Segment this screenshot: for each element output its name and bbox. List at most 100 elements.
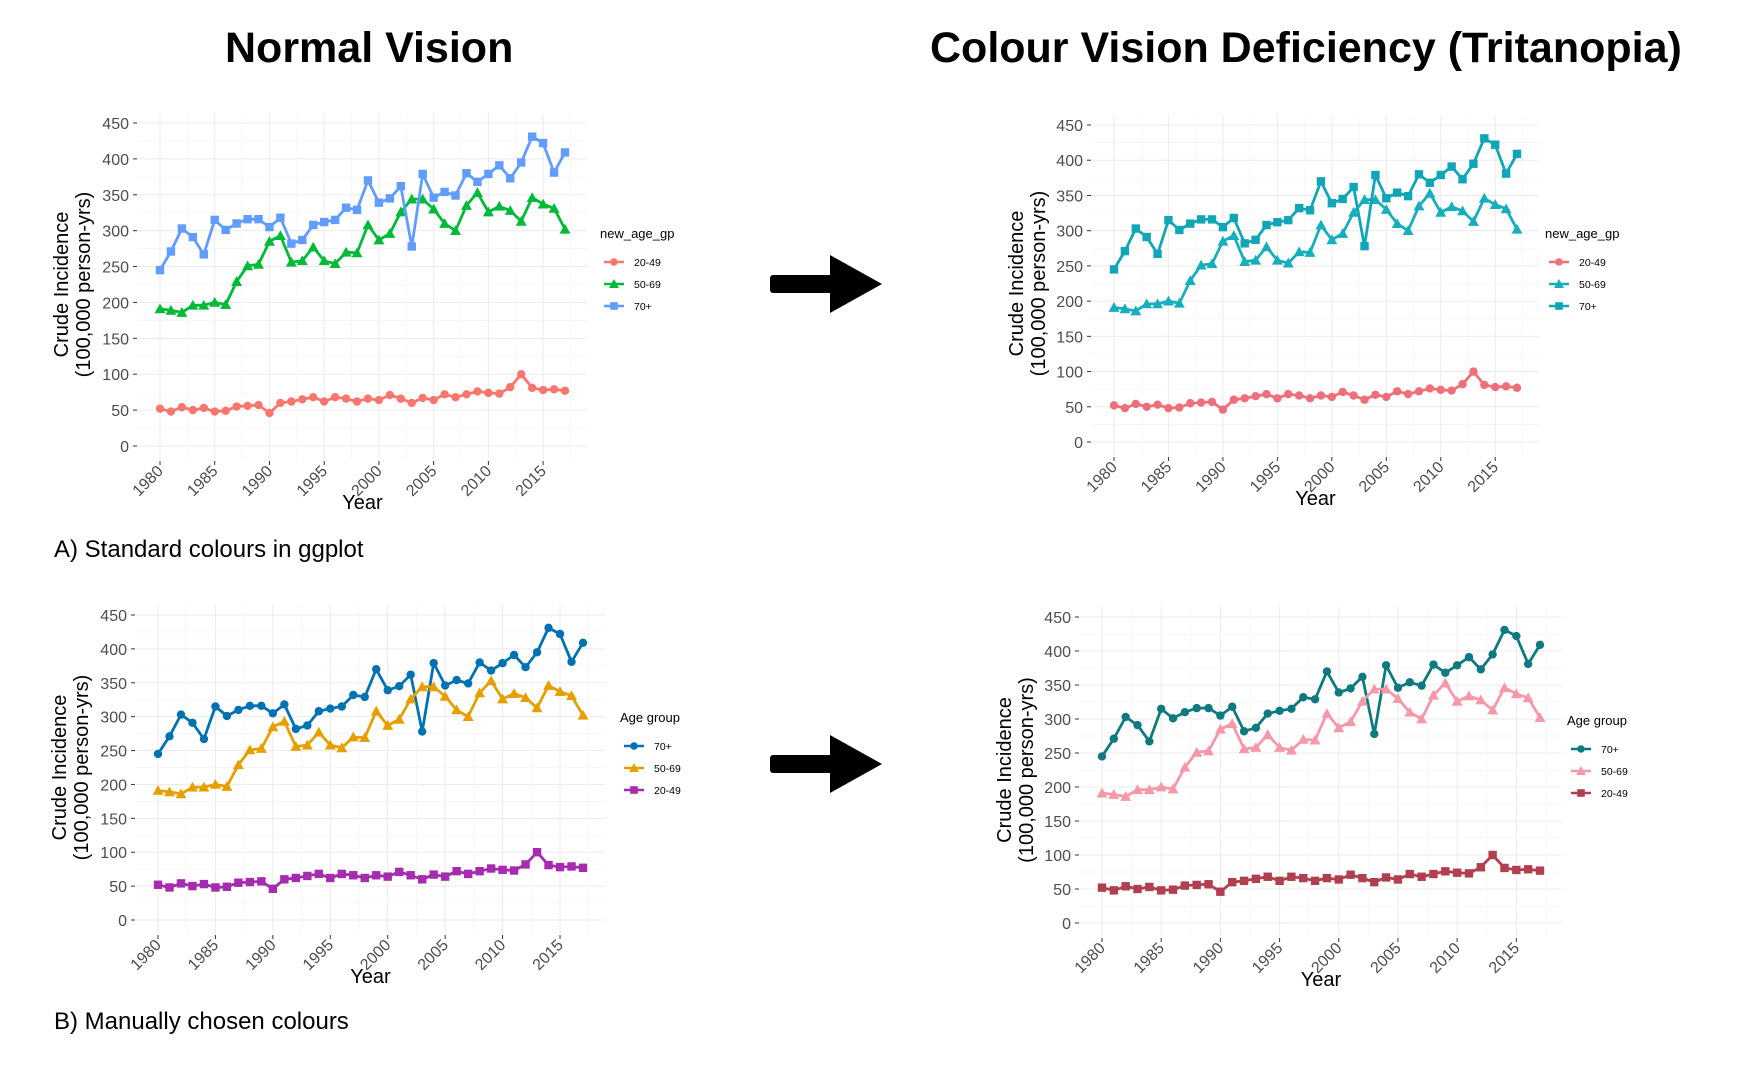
data-point	[1275, 706, 1284, 716]
data-point	[1381, 873, 1391, 882]
data-point	[485, 675, 497, 686]
data-point	[1204, 880, 1213, 889]
x-tick-label: 2015	[1486, 940, 1523, 977]
y-axis-title: Crude Incidence(100,000 person-yrs)	[1006, 191, 1050, 377]
data-point	[384, 228, 396, 238]
data-point	[374, 198, 384, 207]
legend-key-marker	[1555, 258, 1563, 266]
data-point	[385, 194, 395, 203]
data-point	[209, 296, 221, 307]
data-point	[153, 880, 163, 889]
data-point	[1499, 682, 1510, 693]
legend-label: 50-69	[654, 763, 681, 775]
data-point	[301, 739, 313, 750]
data-point	[543, 680, 555, 690]
legend: new_age_gp 20-49 50-69 70+	[600, 226, 674, 313]
data-point	[298, 395, 307, 404]
y-axis-title: Crude Incidence(100,000 person-yrs)	[994, 677, 1038, 863]
data-point	[559, 223, 571, 234]
data-point	[1156, 886, 1166, 895]
data-point	[1402, 225, 1414, 236]
data-point	[560, 386, 570, 395]
data-point	[1294, 203, 1304, 213]
data-point	[313, 726, 325, 737]
series-line	[1101, 853, 1541, 894]
data-point	[1392, 188, 1402, 197]
data-point	[234, 705, 243, 715]
data-point	[1368, 683, 1380, 694]
data-point	[515, 215, 527, 226]
data-point	[1337, 228, 1349, 238]
data-point	[1310, 876, 1320, 886]
y-axis-title: Crude Incidence(100,000 person-yrs)	[51, 192, 95, 378]
heading-normal-vision: Normal Vision	[225, 24, 514, 72]
data-point	[166, 407, 176, 416]
data-point	[1131, 399, 1140, 409]
data-point	[1371, 390, 1380, 400]
chart-b-normal: 0 50 100 150 200 250 300 350 400 450 1980 1985 1990 1…	[49, 605, 681, 988]
data-point	[393, 713, 405, 724]
data-point	[1380, 204, 1392, 214]
y-tick-label: 400	[1056, 153, 1083, 170]
data-point	[188, 881, 197, 891]
x-tick-label: 1990	[243, 937, 280, 974]
data-point	[1168, 885, 1178, 894]
data-point	[1488, 650, 1497, 659]
y-axis-title: Crude Incidence(100,000 person-yrs)	[49, 675, 93, 861]
data-point	[1155, 781, 1167, 792]
series-50-69	[152, 675, 589, 799]
data-point	[1489, 199, 1501, 209]
data-point	[1216, 887, 1225, 896]
chart-a-normal: 0 50 100 150 200 250 300 350 400 450 1980 1985 1990 1…	[51, 113, 674, 514]
series-70+	[1109, 134, 1522, 274]
series-line	[156, 626, 585, 755]
data-point	[1405, 869, 1414, 879]
data-point	[1512, 383, 1522, 392]
data-point	[1251, 874, 1261, 883]
data-point	[1458, 380, 1467, 389]
x-axis-title: Year	[1301, 969, 1342, 991]
data-point	[567, 862, 576, 871]
legend-title: new_age_gp	[1545, 226, 1619, 241]
data-point	[326, 873, 335, 883]
data-point	[1425, 178, 1435, 187]
data-point	[188, 718, 197, 727]
data-point	[429, 658, 438, 668]
data-point	[428, 203, 440, 214]
chart-a-tritanopia: 0 50 100 150 200 250 300 350 400 450 1980 1985 1990 1…	[1006, 115, 1619, 510]
data-point	[517, 370, 526, 379]
data-point	[1371, 170, 1380, 180]
data-point	[395, 867, 404, 877]
x-tick-label: 1980	[1084, 459, 1121, 496]
data-point	[1271, 254, 1283, 265]
data-point	[373, 234, 385, 245]
right-arrow-icon	[770, 735, 882, 793]
data-point	[1133, 884, 1142, 894]
y-axis-title-line: Crude Incidence	[49, 695, 71, 841]
data-point	[538, 385, 548, 395]
data-point	[1348, 206, 1360, 217]
y-tick-label: 350	[1056, 188, 1083, 205]
data-point	[257, 701, 266, 711]
x-tick-label: 1995	[1247, 459, 1284, 496]
data-point	[1382, 392, 1391, 402]
data-point	[314, 869, 324, 879]
legend-key-marker	[630, 786, 638, 794]
x-tick-label: 2010	[1427, 940, 1464, 977]
data-point	[1273, 394, 1282, 403]
y-axis-title-line: Crude Incidence	[51, 212, 73, 358]
y-tick-label: 350	[100, 676, 127, 693]
data-point	[1349, 182, 1358, 192]
chart-b-tritanopia: 0 50 100 150 200 250 300 350 400 450 1980 1985 1990 1…	[994, 607, 1628, 991]
x-tick-label: 2015	[1465, 459, 1502, 496]
data-point	[1441, 867, 1450, 876]
legend: new_age_gp 20-49 50-69 70+	[1545, 226, 1619, 313]
data-point	[363, 394, 373, 403]
series-70+	[155, 132, 570, 275]
legend-key-marker	[629, 763, 639, 772]
data-point	[1403, 191, 1413, 201]
data-point	[1476, 665, 1486, 674]
data-point	[1447, 162, 1456, 171]
legend-key-marker	[630, 742, 638, 750]
data-point	[1310, 695, 1320, 704]
